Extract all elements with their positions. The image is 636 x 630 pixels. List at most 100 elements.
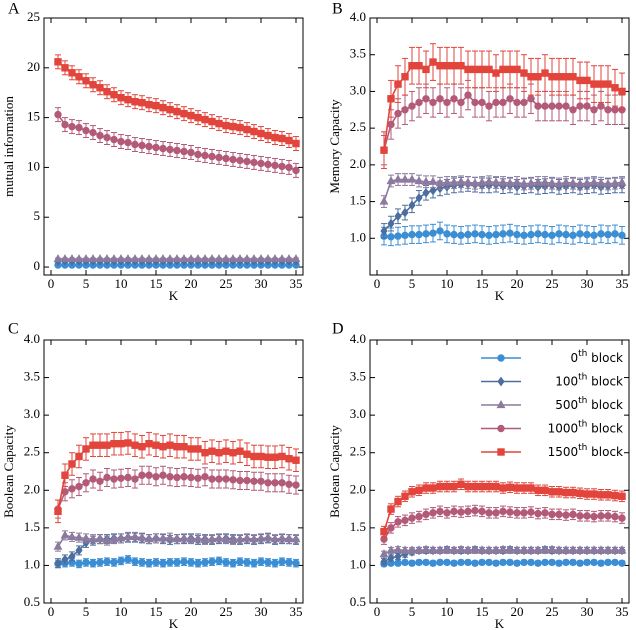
point: [604, 558, 612, 567]
point: [548, 488, 556, 496]
y-tick-label: 2.0: [350, 156, 366, 171]
point: [492, 69, 500, 77]
x-tick-label: 30: [581, 276, 594, 291]
y-tick-label: 4.0: [350, 331, 366, 346]
point: [513, 484, 521, 492]
point: [478, 482, 486, 491]
legend-label: 0th block: [570, 349, 623, 365]
x-axis-label: K: [495, 616, 505, 630]
point: [554, 545, 564, 554]
point: [257, 452, 265, 461]
point: [611, 106, 619, 114]
point: [590, 80, 598, 88]
x-tick-label: 15: [150, 604, 163, 619]
point: [477, 177, 487, 186]
point: [236, 447, 244, 455]
point: [292, 166, 300, 175]
point: [436, 62, 444, 70]
point: [449, 177, 459, 186]
point: [250, 127, 258, 136]
point: [158, 533, 168, 542]
point: [422, 95, 430, 103]
point: [526, 178, 536, 187]
point: [471, 65, 479, 74]
point: [187, 111, 195, 120]
point: [292, 481, 300, 489]
point: [520, 69, 528, 77]
y-tick-label: 15: [27, 109, 40, 124]
point: [138, 98, 146, 107]
x-tick-label: 20: [511, 604, 524, 619]
x-tick-label: 0: [48, 604, 55, 619]
point: [138, 443, 146, 451]
y-tick-label: 1.0: [350, 556, 366, 571]
point: [534, 486, 542, 494]
point: [124, 439, 132, 447]
point: [394, 518, 402, 526]
point: [109, 254, 119, 263]
point: [222, 154, 230, 163]
point: [75, 482, 83, 491]
point: [243, 558, 251, 567]
point: [194, 474, 202, 482]
point: [208, 117, 216, 126]
y-tick-label: 1.5: [24, 519, 40, 534]
point: [534, 102, 542, 110]
y-tick-label: 1.0: [350, 229, 366, 244]
point: [618, 87, 626, 96]
axes-frame: [43, 339, 304, 604]
x-tick-label: 10: [115, 604, 128, 619]
point: [527, 558, 535, 567]
point: [611, 84, 619, 92]
point: [165, 254, 175, 263]
point: [165, 532, 175, 541]
point: [603, 545, 613, 554]
point: [256, 533, 266, 542]
point: [450, 559, 458, 567]
point: [506, 508, 514, 516]
point: [408, 62, 416, 70]
point: [597, 559, 605, 567]
point: [583, 102, 591, 110]
point: [278, 479, 286, 487]
point: [187, 558, 195, 567]
point: [422, 484, 430, 492]
point: [436, 558, 444, 567]
point: [250, 559, 258, 567]
point: [499, 507, 507, 516]
point: [457, 231, 465, 240]
point: [541, 69, 549, 77]
point: [457, 480, 465, 488]
point: [408, 514, 416, 522]
point: [89, 559, 97, 567]
point: [548, 102, 556, 110]
point: [527, 230, 535, 239]
point: [555, 488, 563, 496]
point: [278, 452, 286, 461]
x-tick-label: 0: [374, 604, 381, 619]
point: [449, 545, 459, 554]
point: [443, 230, 451, 238]
point: [117, 439, 125, 448]
point: [278, 557, 286, 566]
point: [478, 98, 486, 107]
point: [499, 98, 507, 107]
point: [130, 531, 140, 540]
point: [485, 509, 493, 517]
point: [497, 424, 505, 433]
point: [477, 545, 487, 554]
point: [222, 121, 230, 130]
x-tick-label: 15: [476, 604, 489, 619]
point: [277, 254, 287, 263]
point: [604, 106, 612, 114]
point: [103, 557, 111, 566]
point: [207, 254, 217, 263]
point: [215, 153, 223, 162]
point: [471, 506, 479, 515]
point: [604, 80, 612, 88]
panel-label: C: [8, 321, 19, 338]
point: [547, 544, 557, 553]
y-axis-label: Memory Capacity: [327, 99, 342, 194]
point: [436, 227, 444, 235]
